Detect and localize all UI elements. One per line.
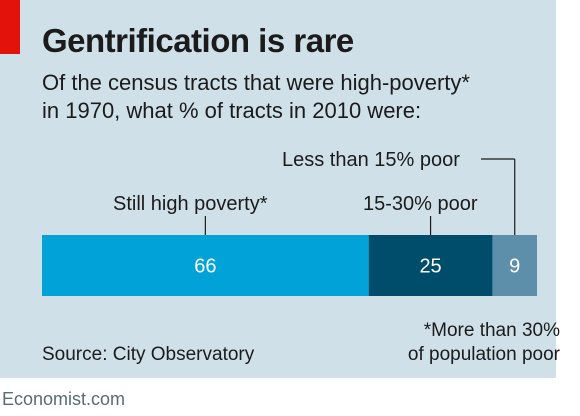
source-note: Source: City Observatory <box>42 344 255 365</box>
segment-label-2: 15-30% poor <box>363 193 478 215</box>
bar-segment-1 <box>42 235 369 296</box>
chart-subtitle-line-1: Of the census tracts that were high-pove… <box>42 70 470 95</box>
footnote-line-1: *More than 30% <box>423 320 560 341</box>
brand-tag <box>0 0 20 54</box>
chart-subtitle-line-2: in 1970, what % of tracts in 2010 were: <box>42 98 422 123</box>
brand-credit: Economist.com <box>2 389 126 409</box>
bar-value-label-2: 25 <box>419 256 441 278</box>
footnote-line-2: of population poor <box>407 344 560 365</box>
bar-segment-2 <box>368 235 493 296</box>
bar-value-label-3: 9 <box>509 256 520 278</box>
bar-segment-3 <box>492 235 537 296</box>
bar-value-label-1: 66 <box>194 256 216 278</box>
segment-label-3: Less than 15% poor <box>282 149 460 171</box>
segment-label-1: Still high poverty* <box>113 193 268 215</box>
chart-title: Gentrification is rare <box>42 22 354 59</box>
chart-card <box>0 0 556 378</box>
